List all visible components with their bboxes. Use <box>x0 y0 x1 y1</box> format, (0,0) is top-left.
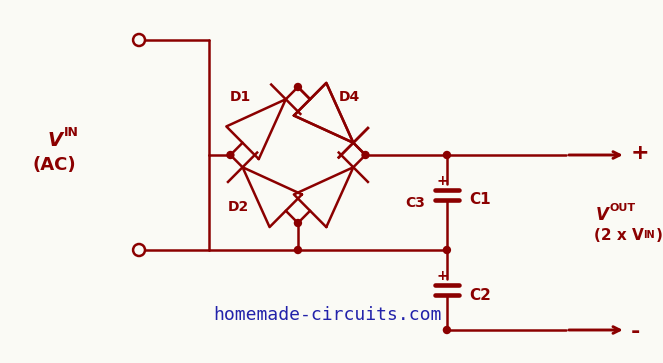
Circle shape <box>294 220 302 227</box>
Circle shape <box>444 326 450 334</box>
Text: C1: C1 <box>469 192 491 208</box>
Text: +: + <box>436 269 448 283</box>
Circle shape <box>362 151 369 159</box>
Text: homemade-circuits.com: homemade-circuits.com <box>213 306 442 324</box>
Text: C2: C2 <box>469 287 491 302</box>
Text: V: V <box>596 206 609 224</box>
Circle shape <box>227 151 234 159</box>
Text: D2: D2 <box>227 200 249 214</box>
Text: OUT: OUT <box>610 203 636 213</box>
Text: IN: IN <box>64 126 79 139</box>
Text: (AC): (AC) <box>32 156 76 174</box>
Text: +: + <box>631 143 649 163</box>
Text: (2 x V: (2 x V <box>594 228 644 242</box>
Text: D4: D4 <box>339 90 360 104</box>
Text: ): ) <box>656 228 662 242</box>
Text: C3: C3 <box>405 196 425 210</box>
Text: D1: D1 <box>229 90 251 104</box>
Circle shape <box>294 246 302 253</box>
Circle shape <box>294 83 302 90</box>
Text: -: - <box>631 322 640 342</box>
Text: V: V <box>47 131 62 150</box>
Text: IN: IN <box>644 230 655 240</box>
Circle shape <box>444 151 450 159</box>
Text: +: + <box>436 174 448 188</box>
Circle shape <box>444 246 450 253</box>
